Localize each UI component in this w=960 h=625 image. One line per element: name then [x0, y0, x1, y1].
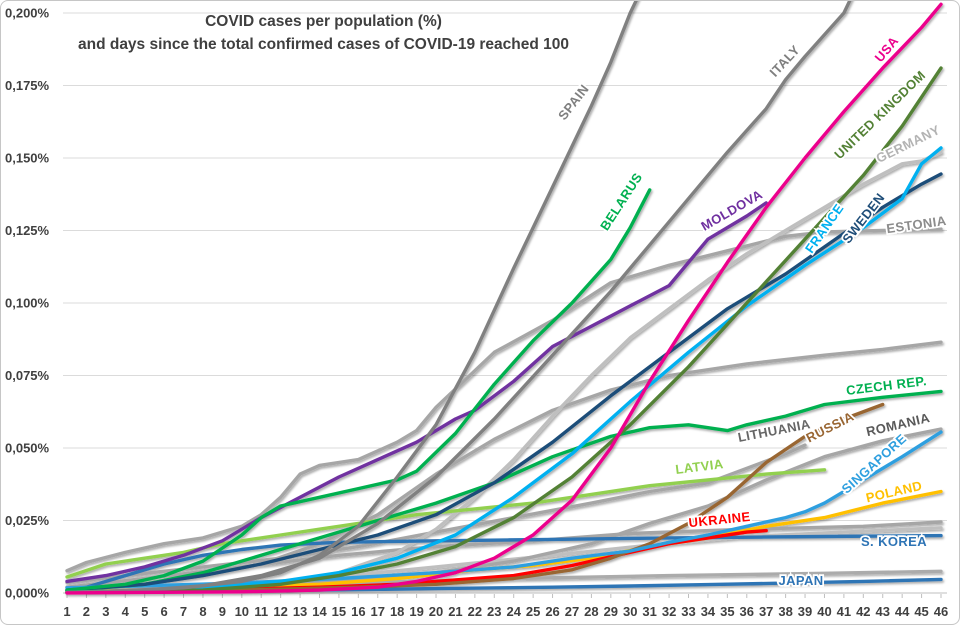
x-axis-label: 27	[565, 604, 579, 619]
x-axis-label: 1	[63, 604, 70, 619]
x-axis-label: 20	[429, 604, 443, 619]
x-axis-label: 13	[293, 604, 307, 619]
series-label-italy: ITALY	[766, 42, 802, 80]
x-axis-label: 42	[856, 604, 870, 619]
series-line-unlabeled-gray-3	[65, 520, 943, 589]
y-axis-label: 0,050%	[5, 441, 50, 456]
x-axis-label: 46	[934, 604, 948, 619]
series-label-latvia: LATVIA	[675, 456, 725, 477]
x-axis-label: 19	[409, 604, 423, 619]
x-axis-labels: 1 2 3 4 5 6 7 8 9 10 11 12 13 14 15 16 17 18 19 20 21 22 23 24 2…	[63, 594, 948, 619]
x-axis-label: 3	[102, 604, 109, 619]
x-axis-label: 18	[390, 604, 404, 619]
y-axis-label: 0,150%	[5, 151, 50, 166]
series-line-estonia	[65, 227, 943, 573]
y-axis-label: 0,025%	[5, 513, 50, 528]
x-axis-label: 21	[448, 604, 462, 619]
series-line-moldova	[65, 201, 768, 584]
x-axis-label: 17	[371, 604, 385, 619]
series-line-spain	[65, 1, 638, 595]
series-line-usa	[65, 2, 943, 595]
x-axis-label: 45	[914, 604, 928, 619]
x-axis-label: 15	[332, 604, 346, 619]
x-axis-label: 11	[254, 604, 268, 619]
x-axis-label: 37	[759, 604, 773, 619]
series-line-belarus	[65, 188, 652, 592]
x-axis-label: 4	[122, 604, 130, 619]
series-line-s-korea	[65, 533, 943, 595]
y-axis-label: 0,075%	[5, 368, 50, 383]
x-axis-label: 44	[895, 604, 910, 619]
y-axis-labels: 0,000% 0,025% 0,050% 0,075% 0,100% 0,125% 0,15…	[5, 6, 50, 601]
y-axis-label: 0,000%	[5, 586, 50, 601]
x-axis-label: 16	[351, 604, 365, 619]
x-axis-label: 23	[487, 604, 501, 619]
series-label-japan: JAPAN	[778, 573, 823, 588]
series-labels-group: ROMANIALITHUANIAESTONIAGERMANYLATVIAJAPA…	[553, 31, 949, 589]
x-axis-label: 32	[662, 604, 676, 619]
y-axis-label: 0,200%	[5, 6, 50, 21]
y-axis-label: 0,100%	[5, 296, 50, 311]
series-label-belarus: BELARUS	[597, 170, 645, 233]
y-axis-label: 0,175%	[5, 78, 50, 93]
x-axis-label: 12	[273, 604, 287, 619]
x-axis-label: 34	[701, 604, 716, 619]
x-axis-label: 10	[235, 604, 249, 619]
series-label-usa: USA	[872, 33, 902, 65]
x-axis-label: 6	[160, 604, 167, 619]
x-axis-label: 9	[219, 604, 226, 619]
x-axis-label: 29	[604, 604, 618, 619]
series-lines-group	[65, 1, 943, 595]
x-axis-label: 24	[506, 604, 521, 619]
gridlines-group	[63, 12, 947, 594]
x-axis-label: 36	[740, 604, 754, 619]
x-axis-label: 7	[180, 604, 187, 619]
x-axis-label: 22	[468, 604, 482, 619]
series-label-germany: GERMANY	[874, 122, 943, 166]
y-axis-label: 0,125%	[5, 223, 50, 238]
x-axis-label: 8	[199, 604, 206, 619]
x-axis-label: 31	[642, 604, 656, 619]
x-axis-label: 5	[141, 604, 148, 619]
series-line-united-kingdom	[65, 66, 943, 595]
x-axis-label: 33	[681, 604, 695, 619]
series-label-s-korea: S. KOREA	[861, 534, 927, 549]
series-line-poland	[65, 489, 943, 594]
series-label-estonia: ESTONIA	[885, 213, 947, 236]
x-axis-label: 14	[312, 604, 327, 619]
x-axis-label: 43	[875, 604, 889, 619]
series-label-sweden: SWEDEN	[839, 190, 887, 246]
x-axis-label: 25	[526, 604, 540, 619]
x-axis-label: 40	[817, 604, 831, 619]
x-axis-label: 38	[778, 604, 792, 619]
x-axis-label: 2	[83, 604, 90, 619]
x-axis-label: 26	[545, 604, 559, 619]
series-line-france	[65, 146, 943, 595]
x-axis-label: 28	[584, 604, 598, 619]
series-line-sweden	[65, 172, 943, 592]
series-line-italy	[65, 1, 852, 595]
x-axis-label: 35	[720, 604, 734, 619]
x-axis-label: 39	[798, 604, 812, 619]
x-axis-label: 30	[623, 604, 637, 619]
series-label-russia: RUSSIA	[804, 409, 857, 446]
x-axis-label: 41	[837, 604, 851, 619]
